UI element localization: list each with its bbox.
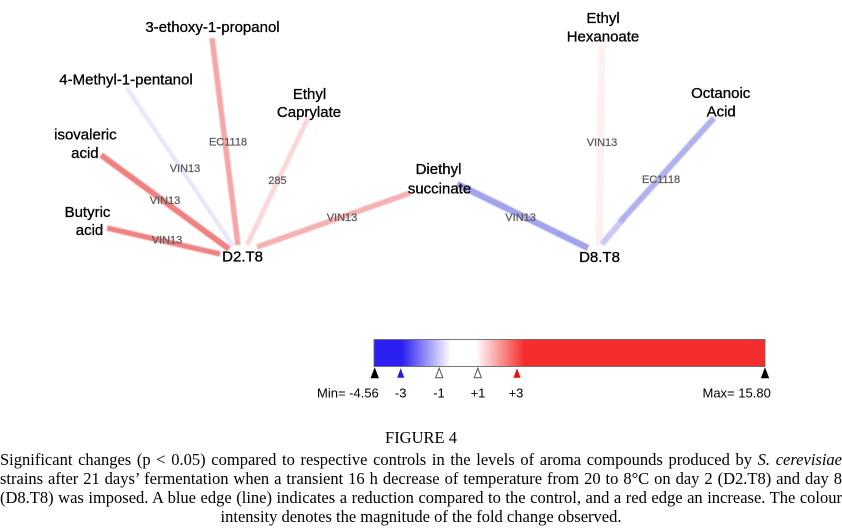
svg-text:EC1118: EC1118 bbox=[642, 174, 680, 186]
svg-text:VIN13: VIN13 bbox=[152, 235, 183, 247]
svg-text:acid: acid bbox=[71, 145, 99, 162]
svg-text:Caprylate: Caprylate bbox=[277, 104, 341, 121]
svg-text:Ethyl: Ethyl bbox=[586, 10, 619, 27]
svg-text:succinate: succinate bbox=[408, 181, 471, 198]
svg-text:VIN13: VIN13 bbox=[505, 212, 536, 224]
svg-text:-1: -1 bbox=[433, 386, 445, 401]
svg-text:-3: -3 bbox=[395, 386, 407, 401]
svg-text:Diethyl: Diethyl bbox=[416, 161, 462, 178]
svg-text:VIN13: VIN13 bbox=[327, 212, 358, 224]
svg-text:3-ethoxy-1-propanol: 3-ethoxy-1-propanol bbox=[145, 19, 279, 36]
svg-text:Ethyl: Ethyl bbox=[293, 86, 326, 103]
svg-text:D2.T8: D2.T8 bbox=[222, 249, 263, 266]
svg-text:Butyric: Butyric bbox=[65, 204, 111, 221]
svg-text:D8.T8: D8.T8 bbox=[579, 249, 620, 266]
svg-text:VIN13: VIN13 bbox=[150, 195, 181, 207]
svg-text:Hexanoate: Hexanoate bbox=[567, 29, 640, 46]
svg-text:VIN13: VIN13 bbox=[170, 163, 201, 175]
svg-text:+3: +3 bbox=[509, 386, 524, 401]
svg-text:isovaleric: isovaleric bbox=[54, 127, 117, 144]
svg-text:Max= 15.80: Max= 15.80 bbox=[703, 386, 771, 401]
svg-text:285: 285 bbox=[268, 175, 286, 187]
svg-text:+1: +1 bbox=[471, 386, 486, 401]
svg-text:EC1118: EC1118 bbox=[209, 137, 247, 149]
svg-text:Octanoic: Octanoic bbox=[691, 85, 751, 102]
svg-text:acid: acid bbox=[76, 222, 104, 239]
svg-text:4-Methyl-1-pentanol: 4-Methyl-1-pentanol bbox=[59, 72, 192, 89]
svg-text:VIN13: VIN13 bbox=[587, 137, 618, 149]
svg-text:Acid: Acid bbox=[707, 104, 736, 121]
svg-text:Min= -4.56: Min= -4.56 bbox=[317, 386, 379, 401]
